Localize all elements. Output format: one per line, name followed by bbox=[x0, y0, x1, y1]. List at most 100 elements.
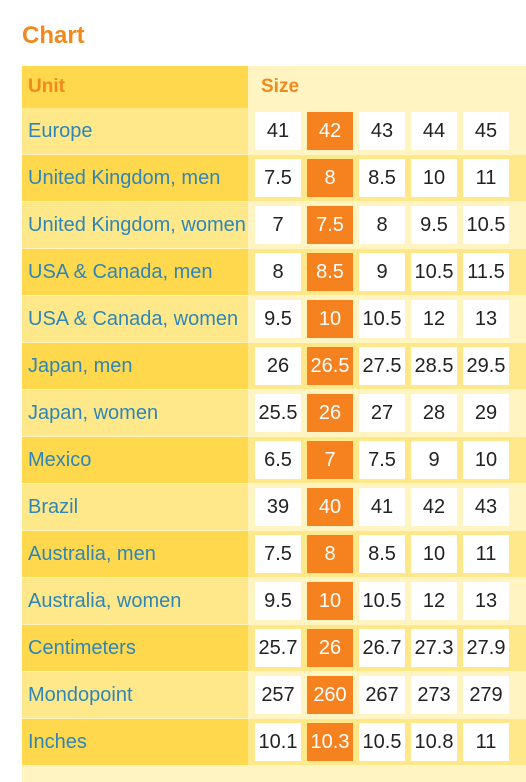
size-value: 29 bbox=[463, 394, 509, 432]
table-row: Inches 10.1 10.3 10.5 10.8 11 bbox=[22, 719, 526, 765]
size-value-highlighted: 260 bbox=[307, 676, 353, 714]
table-row: USA & Canada, men 8 8.5 9 10.5 11.5 bbox=[22, 249, 526, 295]
size-value: 9.5 bbox=[255, 582, 301, 620]
size-value: 9 bbox=[411, 441, 457, 479]
size-value: 45 bbox=[463, 112, 509, 150]
size-value: 41 bbox=[255, 112, 301, 150]
unit-label: Australia, women bbox=[22, 578, 248, 624]
size-value: 10.5 bbox=[463, 206, 509, 244]
unit-label: United Kingdom, women bbox=[22, 202, 248, 248]
size-value-highlighted: 7 bbox=[307, 441, 353, 479]
size-value: 10.8 bbox=[411, 723, 457, 761]
size-value: 13 bbox=[463, 300, 509, 338]
size-value-highlighted: 26 bbox=[307, 394, 353, 432]
size-value-highlighted: 8 bbox=[307, 159, 353, 197]
size-value: 257 bbox=[255, 676, 301, 714]
size-value: 8.5 bbox=[359, 535, 405, 573]
unit-label: Inches bbox=[22, 719, 248, 765]
size-value: 10.5 bbox=[359, 582, 405, 620]
size-value-highlighted: 8 bbox=[307, 535, 353, 573]
table-row: United Kingdom, men 7.5 8 8.5 10 11 bbox=[22, 155, 526, 201]
table-row: Australia, men 7.5 8 8.5 10 11 bbox=[22, 531, 526, 577]
unit-label: United Kingdom, men bbox=[22, 155, 248, 201]
size-value: 42 bbox=[411, 488, 457, 526]
size-value: 10.5 bbox=[359, 300, 405, 338]
size-value: 8.5 bbox=[359, 159, 405, 197]
size-value: 41 bbox=[359, 488, 405, 526]
size-value: 10.5 bbox=[359, 723, 405, 761]
table-row: Australia, women 9.5 10 10.5 12 13 bbox=[22, 578, 526, 624]
size-value: 11 bbox=[463, 159, 509, 197]
size-value: 10 bbox=[411, 535, 457, 573]
size-value: 25.7 bbox=[255, 629, 301, 667]
size-value: 7.5 bbox=[255, 535, 301, 573]
unit-label: Australia, men bbox=[22, 531, 248, 577]
table-row: Japan, women 25.5 26 27 28 29 bbox=[22, 390, 526, 436]
unit-label: Mondopoint bbox=[22, 672, 248, 718]
size-value-highlighted: 26 bbox=[307, 629, 353, 667]
unit-label: Japan, men bbox=[22, 343, 248, 389]
size-value: 9 bbox=[359, 253, 405, 291]
size-value: 7.5 bbox=[255, 159, 301, 197]
size-value: 27.3 bbox=[411, 629, 457, 667]
size-value: 267 bbox=[359, 676, 405, 714]
size-value: 27 bbox=[359, 394, 405, 432]
size-value: 7 bbox=[255, 206, 301, 244]
size-value: 10 bbox=[463, 441, 509, 479]
size-value: 43 bbox=[463, 488, 509, 526]
table-row: Brazil 39 40 41 42 43 bbox=[22, 484, 526, 530]
unit-label: Mexico bbox=[22, 437, 248, 483]
size-value: 26.7 bbox=[359, 629, 405, 667]
size-value: 12 bbox=[411, 582, 457, 620]
size-value: 44 bbox=[411, 112, 457, 150]
size-value: 13 bbox=[463, 582, 509, 620]
size-value: 6.5 bbox=[255, 441, 301, 479]
size-value: 9.5 bbox=[411, 206, 457, 244]
table-row: Mexico 6.5 7 7.5 9 10 bbox=[22, 437, 526, 483]
size-value: 273 bbox=[411, 676, 457, 714]
size-value-highlighted: 10 bbox=[307, 582, 353, 620]
unit-label: Japan, women bbox=[22, 390, 248, 436]
size-value: 28.5 bbox=[411, 347, 457, 385]
size-chart-table: Unit Size Europe 41 42 43 44 45 United Kingdom… bbox=[22, 66, 526, 782]
size-value-highlighted: 8.5 bbox=[307, 253, 353, 291]
size-value: 39 bbox=[255, 488, 301, 526]
table-row: Centimeters 25.7 26 26.7 27.3 27.9 bbox=[22, 625, 526, 671]
size-value: 25.5 bbox=[255, 394, 301, 432]
size-value: 10.1 bbox=[255, 723, 301, 761]
size-value: 9.5 bbox=[255, 300, 301, 338]
unit-label: USA & Canada, women bbox=[22, 296, 248, 342]
size-value-highlighted: 26.5 bbox=[307, 347, 353, 385]
size-value: 7.5 bbox=[359, 441, 405, 479]
size-value: 43 bbox=[359, 112, 405, 150]
size-value: 29.5 bbox=[463, 347, 509, 385]
page-title: Chart bbox=[22, 22, 85, 49]
size-value: 8 bbox=[255, 253, 301, 291]
size-value: 12 bbox=[411, 300, 457, 338]
unit-column-header: Unit bbox=[22, 66, 248, 108]
size-value: 10 bbox=[411, 159, 457, 197]
size-value: 279 bbox=[463, 676, 509, 714]
size-value-highlighted: 7.5 bbox=[307, 206, 353, 244]
size-value: 27.5 bbox=[359, 347, 405, 385]
table-row: Mondopoint 257 260 267 273 279 bbox=[22, 672, 526, 718]
size-value: 27.9 bbox=[463, 629, 509, 667]
size-column-header: Size bbox=[261, 76, 300, 97]
table-row: United Kingdom, women 7 7.5 8 9.5 10.5 bbox=[22, 202, 526, 248]
size-value: 11.5 bbox=[463, 253, 509, 291]
size-value-highlighted: 40 bbox=[307, 488, 353, 526]
size-value: 28 bbox=[411, 394, 457, 432]
size-value: 11 bbox=[463, 723, 509, 761]
size-value: 11 bbox=[463, 535, 509, 573]
size-value: 8 bbox=[359, 206, 405, 244]
size-value-highlighted: 10.3 bbox=[307, 723, 353, 761]
size-value-highlighted: 10 bbox=[307, 300, 353, 338]
unit-label: Brazil bbox=[22, 484, 248, 530]
size-value: 26 bbox=[255, 347, 301, 385]
table-row: Japan, men 26 26.5 27.5 28.5 29.5 bbox=[22, 343, 526, 389]
size-value-highlighted: 42 bbox=[307, 112, 353, 150]
table-header: Unit Size bbox=[22, 66, 526, 108]
table-row: Europe 41 42 43 44 45 bbox=[22, 108, 526, 154]
unit-label: USA & Canada, men bbox=[22, 249, 248, 295]
table-row: USA & Canada, women 9.5 10 10.5 12 13 bbox=[22, 296, 526, 342]
